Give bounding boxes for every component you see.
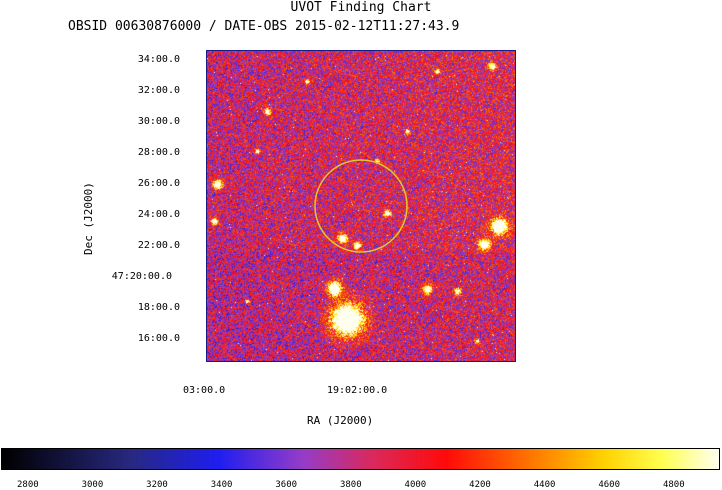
colorbar-tick: 3000	[81, 480, 104, 490]
colorbar-tick: 3800	[339, 480, 362, 490]
dec-tick-label: 32:00.0	[137, 85, 180, 96]
colorbar-tick: 4400	[533, 480, 556, 490]
colorbar-tick: 2800	[16, 480, 39, 490]
dec-tick-label: 24:00.0	[137, 209, 180, 220]
dec-tick-label: 34:00.0	[137, 54, 180, 65]
sky-image	[206, 50, 516, 362]
colorbar-tick: 4000	[404, 480, 427, 490]
x-axis-title: RA (J2000)	[307, 414, 374, 427]
colorbar-gradient	[2, 449, 719, 469]
chart-subtitle: OBSID 00630876000 / DATE-OBS 2015-02-12T…	[68, 19, 460, 34]
dec-tick-label: 16:00.0	[137, 333, 180, 344]
colorbar	[1, 448, 720, 470]
chart-title: UVOT Finding Chart	[290, 0, 432, 15]
colorbar-tick: 4800	[662, 480, 685, 490]
sky-canvas	[207, 51, 515, 361]
dec-tick-label: 22:00.0	[137, 240, 180, 251]
colorbar-tick: 3200	[146, 480, 168, 490]
dec-tick-label: 26:00.0	[137, 178, 180, 189]
source-region-circle	[314, 159, 408, 253]
ra-tick-label: 19:02:00.0	[327, 385, 388, 396]
colorbar-tick: 3600	[275, 480, 298, 490]
colorbar-tick: 4200	[469, 480, 491, 490]
dec-tick-label: 47:20:00.0	[111, 271, 172, 282]
dec-tick-label: 28:00.0	[137, 147, 180, 158]
dec-tick-label: 18:00.0	[137, 302, 180, 313]
ra-tick-label: 03:00.0	[183, 385, 226, 396]
colorbar-tick: 4600	[598, 480, 621, 490]
dec-tick-label: 30:00.0	[137, 116, 180, 127]
y-axis-title: Dec (J2000)	[82, 182, 95, 255]
colorbar-tick: 3400	[210, 480, 233, 490]
overlay-svg	[314, 159, 408, 253]
